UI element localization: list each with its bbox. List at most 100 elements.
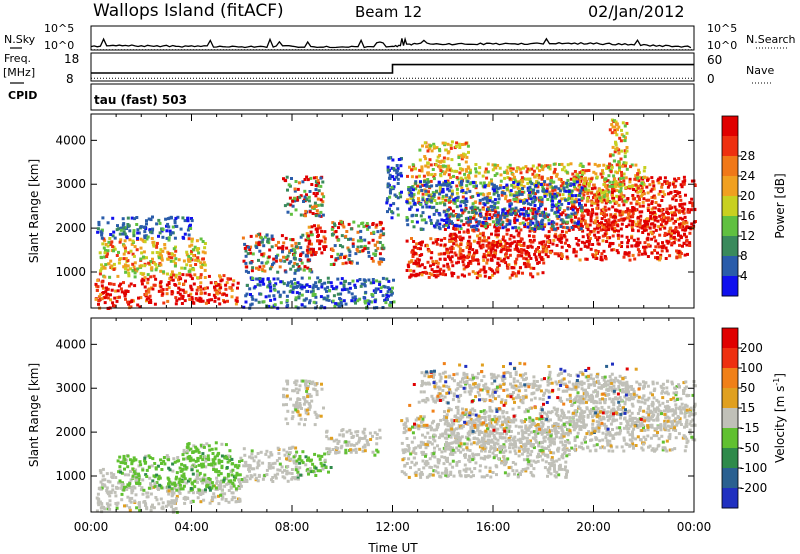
data-cell [318, 279, 322, 282]
data-cell [625, 235, 629, 239]
data-cell [575, 194, 579, 197]
data-cell [460, 199, 464, 203]
data-cell [618, 243, 622, 247]
data-cell [507, 263, 511, 267]
data-cell [153, 462, 157, 465]
data-cell [238, 460, 241, 464]
data-cell [683, 253, 687, 257]
data-cell [542, 261, 546, 265]
data-cell [199, 261, 203, 265]
data-cell [607, 174, 611, 178]
data-cell [444, 213, 448, 217]
data-cell [458, 235, 462, 239]
data-cell [478, 274, 482, 278]
data-cell [229, 277, 232, 281]
data-cell [463, 172, 467, 176]
data-cell [569, 182, 573, 186]
data-cell [219, 286, 223, 290]
data-cell [272, 294, 276, 298]
data-cell [529, 244, 533, 248]
data-cell [436, 238, 440, 241]
data-cell [616, 233, 620, 237]
data-cell [150, 237, 154, 240]
data-cell [630, 163, 634, 167]
data-cell [634, 163, 638, 167]
data-cell [611, 196, 615, 200]
data-cell [591, 253, 595, 257]
data-cell [621, 176, 625, 180]
data-cell [562, 209, 566, 213]
data-cell [625, 131, 629, 135]
data-cell [631, 223, 634, 227]
data-cell [622, 179, 626, 183]
data-cell [359, 284, 363, 288]
data-cell [519, 248, 523, 251]
data-cell [367, 278, 371, 282]
data-cell [167, 286, 171, 290]
data-cell [473, 271, 477, 275]
data-cell [429, 179, 433, 183]
data-cell [304, 238, 308, 242]
data-cell [189, 264, 193, 268]
data-cell [606, 188, 610, 192]
data-cell [106, 492, 110, 496]
data-cell [367, 254, 371, 258]
data-cell [560, 197, 564, 201]
data-cell [122, 252, 126, 256]
data-cell [100, 280, 104, 284]
data-cell [405, 269, 409, 272]
data-cell [170, 252, 174, 256]
data-cell [203, 455, 207, 459]
data-cell [499, 184, 503, 188]
data-cell [203, 268, 207, 272]
data-cell [602, 191, 606, 195]
data-cell [596, 203, 600, 207]
data-cell [449, 232, 453, 236]
data-cell [531, 191, 535, 195]
data-cell [481, 233, 485, 237]
data-cell [618, 136, 622, 140]
data-cell [141, 272, 145, 276]
data-cell [430, 149, 434, 153]
data-cell [469, 245, 472, 249]
data-cell [650, 200, 654, 204]
data-cell [693, 183, 697, 187]
data-cell [323, 281, 327, 285]
data-cell [195, 447, 199, 451]
data-cell [119, 238, 123, 242]
data-cell [167, 236, 171, 240]
data-cell [414, 180, 418, 184]
data-cell [318, 226, 322, 230]
data-cell [202, 261, 206, 265]
data-cell [607, 228, 611, 232]
data-cell [288, 196, 292, 200]
data-cell [431, 195, 435, 199]
data-cell [454, 214, 457, 217]
data-cell [477, 222, 480, 226]
data-cell [482, 255, 486, 259]
data-cell [296, 477, 300, 481]
data-cell [423, 141, 427, 145]
data-cell [258, 277, 262, 280]
data-cell [624, 251, 628, 255]
data-cell [582, 181, 586, 185]
data-cell [143, 500, 147, 503]
data-cell [546, 198, 550, 201]
data-cell [167, 282, 171, 286]
data-cell [239, 484, 243, 488]
data-cell [132, 231, 136, 235]
data-cell [381, 294, 385, 298]
data-cell [284, 270, 288, 274]
data-cell [487, 251, 491, 255]
data-cell [210, 298, 213, 302]
data-cell [181, 294, 185, 298]
data-cell [579, 247, 583, 251]
data-cell [657, 225, 661, 229]
data-cell [436, 265, 440, 269]
data-cell [540, 200, 544, 204]
data-cell [373, 243, 377, 247]
frequency-panel-frame [90, 52, 695, 82]
data-cell [102, 246, 106, 250]
data-cell [447, 183, 451, 187]
data-cell [544, 253, 548, 257]
